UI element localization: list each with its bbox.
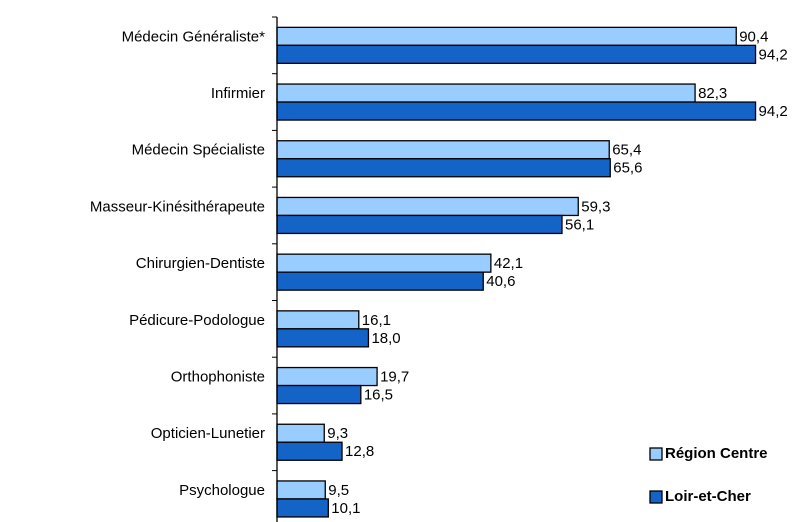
bar <box>276 44 757 64</box>
bar <box>276 480 326 500</box>
bar <box>276 140 610 160</box>
value-label: 16,5 <box>364 387 393 404</box>
category-label: Pédicure-Podologue <box>129 312 265 329</box>
value-label: 90,4 <box>739 28 768 45</box>
bar <box>276 196 579 217</box>
category-label: Médecin Généraliste* <box>122 28 266 45</box>
legend-swatch <box>649 490 663 504</box>
bar <box>276 271 484 291</box>
value-label: 56,1 <box>565 216 594 233</box>
value-label: 12,8 <box>345 443 374 460</box>
value-label: 59,3 <box>581 198 610 215</box>
value-label: 82,3 <box>698 85 727 102</box>
bar <box>276 253 492 273</box>
category-label: Opticien-Lunetier <box>151 425 265 442</box>
bar <box>276 498 329 518</box>
bar <box>276 328 370 348</box>
value-label: 9,5 <box>328 482 349 499</box>
value-label: 94,2 <box>759 103 788 120</box>
value-label: 40,6 <box>486 273 515 290</box>
category-label: Chirurgien-Dentiste <box>136 255 265 272</box>
category-label: Orthophoniste <box>171 369 265 386</box>
bar <box>276 83 696 103</box>
bar <box>276 26 737 47</box>
bar <box>276 158 611 178</box>
bar <box>276 366 378 387</box>
legend-text: Région Centre <box>665 445 768 462</box>
bar <box>276 441 343 461</box>
category-label: Infirmier <box>211 85 265 102</box>
legend-text: Loir-et-Cher <box>665 488 751 505</box>
category-label: Masseur-Kinésithérapeute <box>90 198 265 215</box>
value-label: 9,3 <box>327 425 348 442</box>
value-label: 18,0 <box>371 330 400 347</box>
value-label: 65,6 <box>613 160 642 177</box>
value-label: 19,7 <box>380 369 409 386</box>
value-label: 16,1 <box>362 312 391 329</box>
bar <box>276 423 325 443</box>
value-label: 10,1 <box>331 500 360 517</box>
bar <box>276 310 360 330</box>
legend-swatch <box>649 447 663 461</box>
bar <box>276 214 563 235</box>
category-label: Médecin Spécialiste <box>132 142 265 159</box>
category-label: Psychologue <box>179 482 265 499</box>
value-label: 94,2 <box>759 46 788 63</box>
value-label: 42,1 <box>494 255 523 272</box>
value-label: 65,4 <box>612 142 641 159</box>
bar <box>276 384 362 405</box>
bar <box>276 101 757 121</box>
